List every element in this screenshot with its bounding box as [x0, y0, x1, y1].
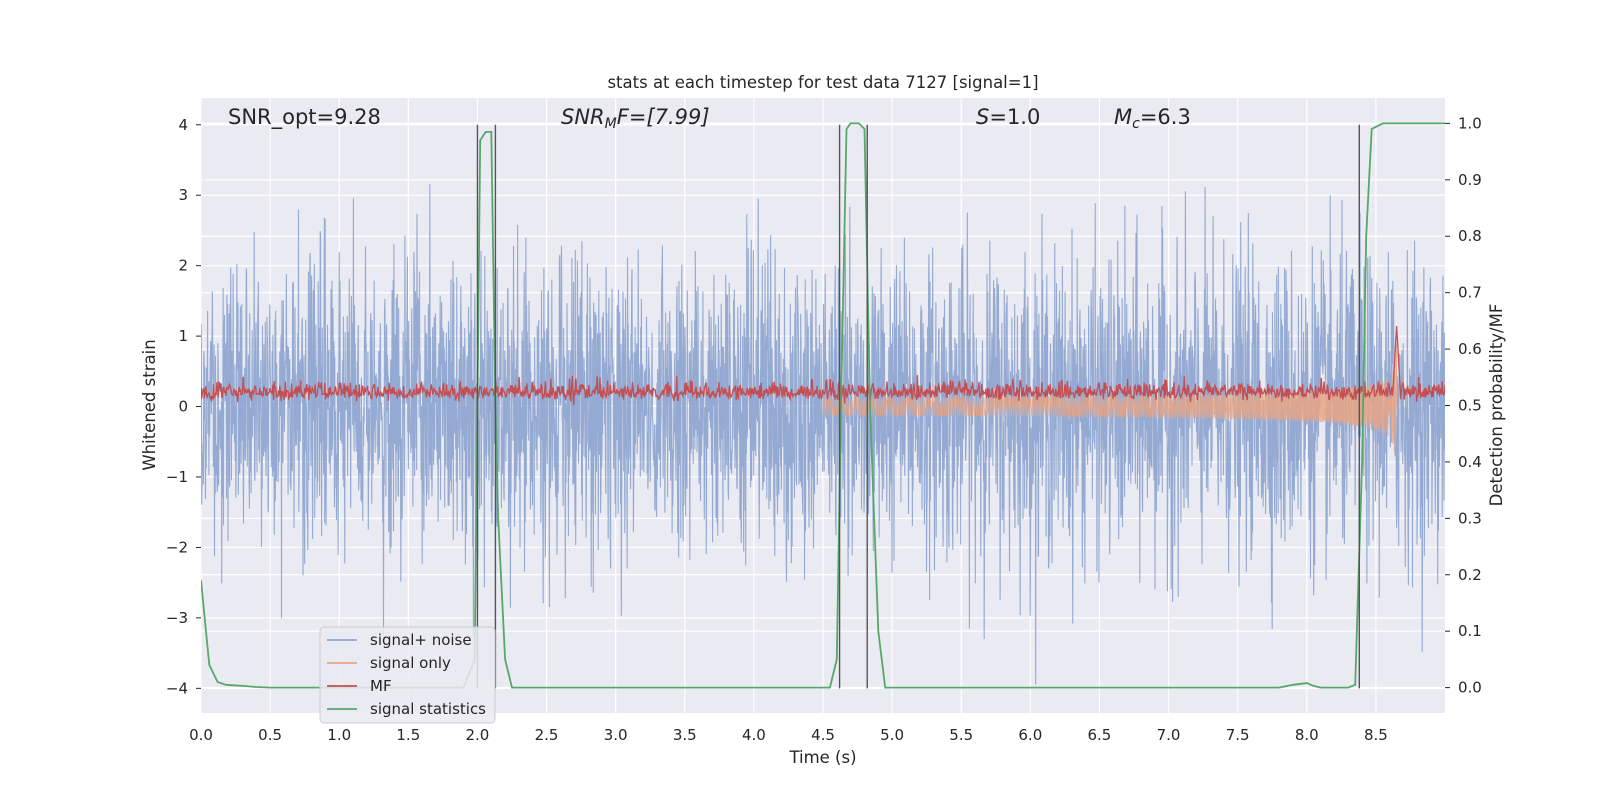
y-right-tick-label: 0.6 — [1458, 340, 1482, 358]
x-tick-label: 6.0 — [1018, 726, 1042, 744]
y-tick-label: −2 — [166, 538, 188, 556]
y-tick-label: 3 — [178, 186, 188, 204]
x-tick-label: 0.0 — [189, 726, 213, 744]
x-tick-label: 2.5 — [535, 726, 559, 744]
legend-label-mf: MF — [370, 677, 392, 695]
mc-label: M — [1114, 105, 1132, 129]
y-tick-label: 2 — [178, 257, 188, 275]
y-right-tick-label: 0.7 — [1458, 284, 1482, 302]
y-right-tick-label: 0.9 — [1458, 171, 1482, 189]
y-right-tick-label: 0.1 — [1458, 622, 1482, 640]
chart-figure: 0.0 0.5 1.0 1.5 2.0 2.5 3.0 3.5 4.0 4.5 5.0 5.5 6.0 6… — [0, 0, 1600, 800]
y-tick-label: −3 — [166, 609, 188, 627]
x-tick-label: 4.5 — [811, 726, 835, 744]
x-tick-label: 6.5 — [1088, 726, 1112, 744]
x-tick-label: 8.0 — [1295, 726, 1319, 744]
x-tick-label: 3.0 — [604, 726, 628, 744]
mc-value: =6.3 — [1140, 105, 1191, 129]
chart-title: stats at each timestep for test data 712… — [607, 73, 1038, 92]
y-right-tick-label: 1.0 — [1458, 114, 1482, 132]
legend-label-signal-only: signal only — [370, 654, 451, 672]
legend: signal+ noise signal only MF signal stat… — [320, 627, 495, 723]
legend-label-signal-noise: signal+ noise — [370, 631, 472, 649]
y-axis-right-ticks: 1.0 0.9 0.8 0.7 0.6 0.5 0.4 0.3 0.2 0.1 0.0 — [1445, 114, 1482, 696]
x-tick-label: 7.5 — [1226, 726, 1250, 744]
x-tick-label: 1.5 — [396, 726, 420, 744]
x-tick-label: 5.5 — [949, 726, 973, 744]
snr-mf-label: SNR — [561, 105, 605, 129]
x-tick-label: 8.5 — [1364, 726, 1388, 744]
y-tick-label: 4 — [178, 116, 188, 134]
y-tick-label: 1 — [178, 327, 188, 345]
x-tick-label: 1.0 — [327, 726, 351, 744]
y-right-tick-label: 0.4 — [1458, 453, 1482, 471]
y-tick-label: −4 — [166, 679, 188, 697]
y-tick-label: 0 — [178, 398, 188, 416]
mc-annotation: Mc=6.3 — [1114, 105, 1191, 132]
y-right-tick-label: 0.2 — [1458, 566, 1482, 584]
snr-mf-value: F=[7.99] — [617, 105, 710, 129]
y-axis-label: Whitened strain — [140, 339, 159, 470]
x-tick-label: 7.0 — [1157, 726, 1181, 744]
snr-mf-annotation: SNRMF=[7.99] — [561, 105, 710, 132]
x-axis-label: Time (s) — [788, 748, 856, 767]
x-tick-label: 3.5 — [673, 726, 697, 744]
y-right-tick-label: 0.5 — [1458, 397, 1482, 415]
snr-mf-subscript: M — [605, 116, 617, 132]
y-right-tick-label: 0.0 — [1458, 679, 1482, 697]
y-tick-label: −1 — [166, 468, 188, 486]
y-axis-right-label: Detection probability/MF — [1487, 304, 1506, 507]
x-tick-label: 0.5 — [258, 726, 282, 744]
snr-opt-annotation: SNR_opt=9.28 — [228, 105, 381, 130]
s-annotation: S=1.0 — [976, 105, 1040, 129]
x-tick-label: 4.0 — [742, 726, 766, 744]
x-axis-ticks: 0.0 0.5 1.0 1.5 2.0 2.5 3.0 3.5 4.0 4.5 5.0 5.5 6.0 6… — [189, 726, 1388, 744]
x-tick-label: 2.0 — [466, 726, 490, 744]
y-right-tick-label: 0.8 — [1458, 227, 1482, 245]
y-axis-ticks: 4 3 2 1 0 −1 −2 −3 −4 — [166, 116, 201, 698]
s-label: S — [976, 105, 989, 129]
s-value: =1.0 — [989, 105, 1040, 129]
y-right-tick-label: 0.3 — [1458, 509, 1482, 527]
x-tick-label: 5.0 — [880, 726, 904, 744]
legend-label-signal-statistics: signal statistics — [370, 700, 486, 718]
